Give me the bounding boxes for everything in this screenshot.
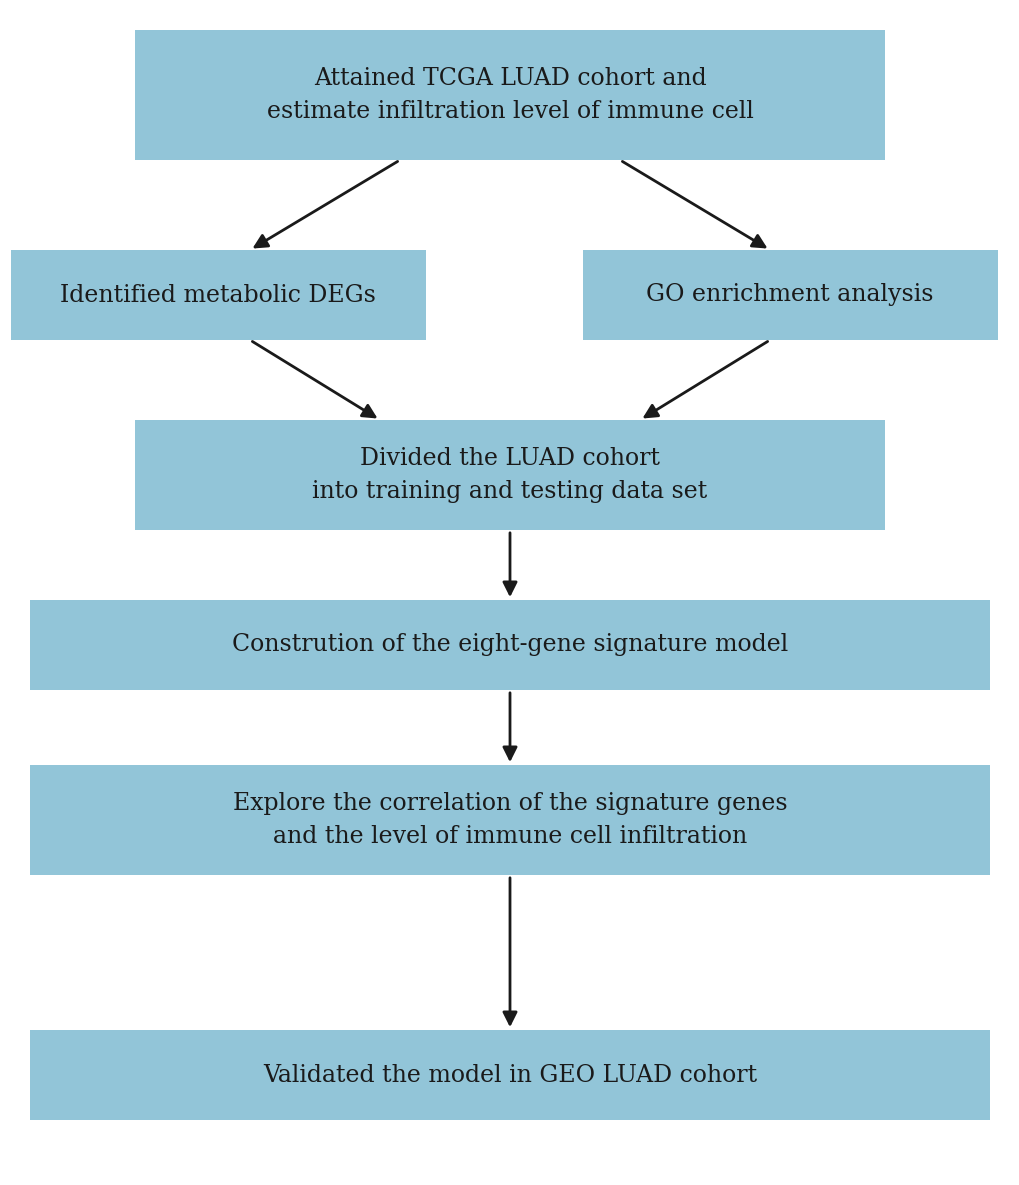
Text: GO enrichment analysis: GO enrichment analysis — [646, 283, 932, 307]
Text: Validated the model in GEO LUAD cohort: Validated the model in GEO LUAD cohort — [263, 1063, 756, 1087]
Text: Attained TCGA LUAD cohort and
estimate infiltration level of immune cell: Attained TCGA LUAD cohort and estimate i… — [266, 66, 753, 123]
FancyBboxPatch shape — [30, 766, 989, 875]
FancyBboxPatch shape — [135, 419, 884, 530]
FancyBboxPatch shape — [10, 250, 425, 340]
Text: Identified metabolic DEGs: Identified metabolic DEGs — [60, 283, 376, 307]
FancyBboxPatch shape — [30, 1030, 989, 1120]
Text: Explore the correlation of the signature genes
and the level of immune cell infi: Explore the correlation of the signature… — [232, 792, 787, 848]
FancyBboxPatch shape — [30, 600, 989, 690]
FancyBboxPatch shape — [582, 250, 997, 340]
Text: Constrution of the eight-gene signature model: Constrution of the eight-gene signature … — [231, 634, 788, 656]
Text: Divided the LUAD cohort
into training and testing data set: Divided the LUAD cohort into training an… — [312, 447, 707, 504]
FancyBboxPatch shape — [135, 30, 884, 160]
